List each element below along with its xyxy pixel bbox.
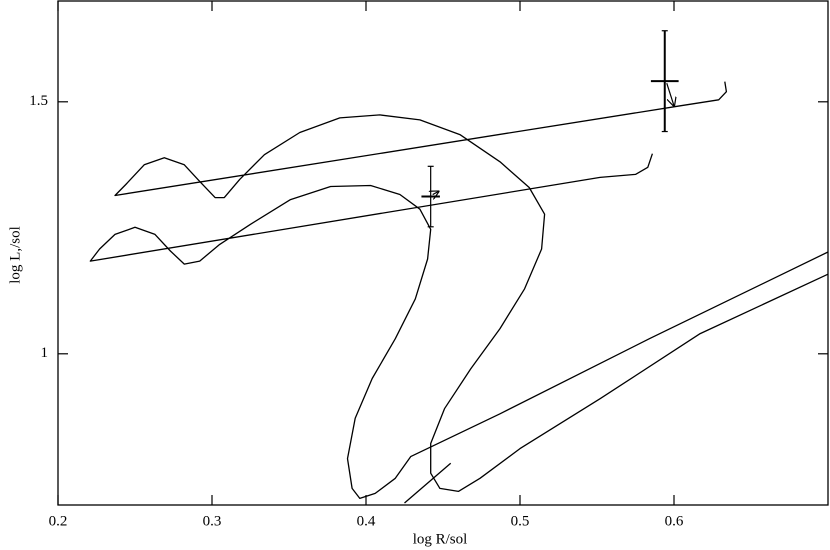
- x-tick-label: 0.6: [665, 513, 684, 529]
- track-line: [114, 81, 829, 493]
- x-tick-label: 0.4: [357, 513, 376, 529]
- y-tick-label: 1.5: [29, 93, 48, 109]
- x-tick-label: 0.2: [49, 513, 68, 529]
- y-tick-label: 1: [41, 345, 49, 361]
- track-line: [89, 153, 829, 500]
- arrow: [666, 82, 674, 106]
- x-tick-label: 0.5: [511, 513, 530, 529]
- track-line: [404, 462, 452, 504]
- y-axis-label: log L,/sol: [7, 226, 23, 284]
- plot-frame: [57, 0, 829, 506]
- x-tick-label: 0.3: [203, 513, 222, 529]
- x-axis-label: log R/sol: [413, 531, 468, 547]
- arrow: [433, 192, 439, 195]
